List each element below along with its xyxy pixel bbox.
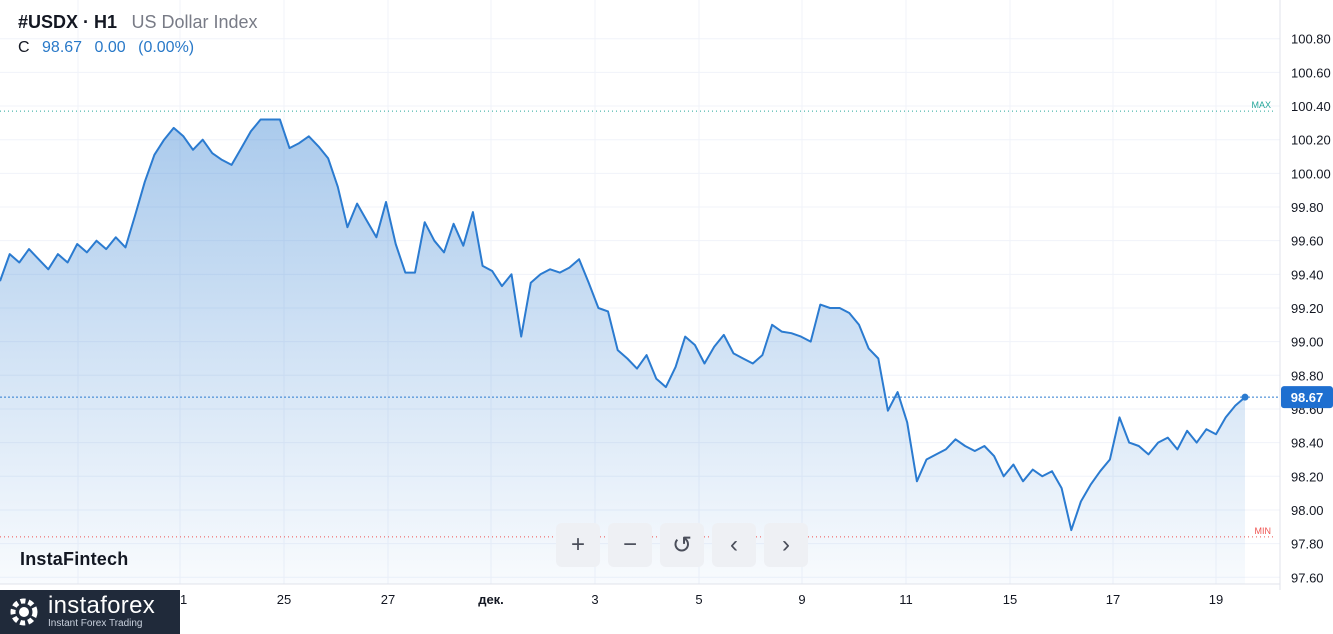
y-tick-label: 99.00	[1291, 335, 1324, 350]
close-value: 98.67	[42, 39, 83, 56]
x-tick-label: 5	[695, 592, 702, 607]
symbol-title[interactable]: #USDX · H1	[18, 12, 118, 32]
close-label: C	[18, 39, 30, 56]
scroll-left-button[interactable]: ‹	[712, 523, 756, 567]
y-tick-label: 99.60	[1291, 234, 1324, 249]
x-tick-label: 25	[277, 592, 291, 607]
price-line	[0, 118, 1246, 532]
reset-button[interactable]: ↺	[660, 523, 704, 567]
x-tick-label: 9	[798, 592, 805, 607]
y-tick-label: 99.20	[1291, 301, 1324, 316]
zoom-in-button[interactable]: +	[556, 523, 600, 567]
change-percent: (0.00%)	[138, 39, 195, 56]
gear-logo-icon	[10, 598, 38, 626]
y-tick-label: 97.60	[1291, 570, 1324, 585]
level-lines: MAX MIN	[0, 100, 1275, 538]
y-tick-label: 98.40	[1291, 436, 1324, 451]
area-fill	[0, 119, 1245, 584]
y-tick-label: 99.80	[1291, 200, 1324, 215]
x-tick-label: дек.	[478, 592, 504, 607]
logo-name: instaforex	[48, 592, 156, 619]
x-tick-label: 3	[591, 592, 598, 607]
y-tick-label: 100.80	[1291, 32, 1331, 47]
change-value: 0.00	[94, 39, 126, 56]
last-price-badge-label: 98.67	[1291, 390, 1324, 405]
last-price-badge	[1281, 386, 1333, 409]
y-tick-label: 97.80	[1291, 537, 1324, 552]
y-tick-label: 99.40	[1291, 267, 1324, 282]
x-tick-label: 11	[899, 592, 913, 607]
price-marks: 98.67	[0, 386, 1333, 409]
y-tick-label: 100.00	[1291, 166, 1331, 181]
min-label: MIN	[1255, 526, 1272, 536]
chart-legend: #USDX · H1 US Dollar Index C 98.67 0.00 …	[18, 12, 258, 57]
y-tick-label: 98.80	[1291, 368, 1324, 383]
max-label: MAX	[1251, 100, 1271, 110]
x-tick-label: 19	[1209, 592, 1223, 607]
scroll-right-button[interactable]: ›	[764, 523, 808, 567]
chart-controls: + − ↺ ‹ ›	[556, 523, 808, 567]
y-tick-label: 98.20	[1291, 469, 1324, 484]
x-tick-label: 15	[1003, 592, 1017, 607]
y-tick-label: 100.40	[1291, 99, 1331, 114]
price-axis[interactable]: 100.80 100.60 100.40 100.20 100.00 99.80 99.60…	[1291, 32, 1331, 586]
x-tick-label: 17	[1106, 592, 1120, 607]
brand-label: InstaFintech	[20, 549, 129, 569]
logo-tagline: Instant Forex Trading	[48, 618, 143, 629]
instaforex-logo[interactable]: instaforex Instant Forex Trading	[0, 590, 180, 634]
zoom-out-button[interactable]: −	[608, 523, 652, 567]
y-tick-label: 100.60	[1291, 65, 1331, 80]
last-price-dot	[1241, 393, 1249, 401]
y-tick-label: 100.20	[1291, 133, 1331, 148]
symbol-description: US Dollar Index	[131, 12, 258, 32]
x-tick-label: 27	[381, 592, 395, 607]
y-tick-label: 98.00	[1291, 503, 1324, 518]
